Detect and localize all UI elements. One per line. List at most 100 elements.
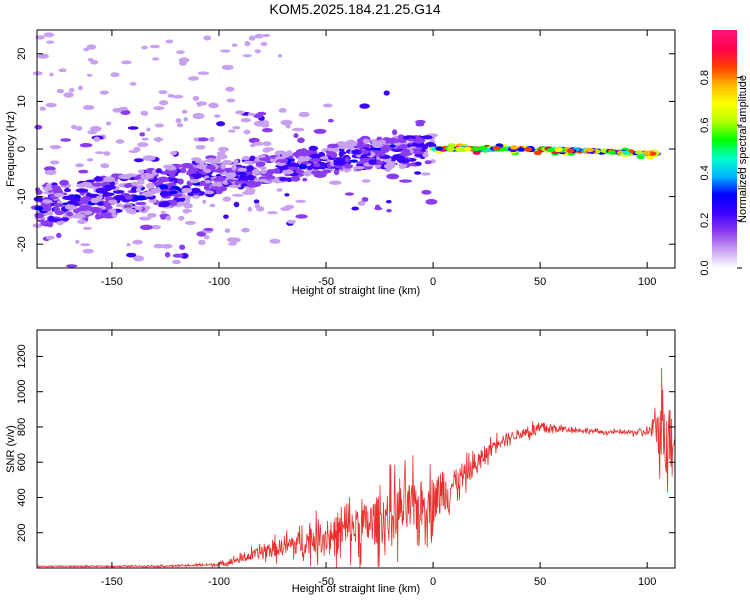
- spectrogram-cell: [66, 211, 74, 217]
- spectrogram-cell: [113, 194, 126, 201]
- spectrogram-cell: [165, 39, 174, 44]
- spectrogram-cell: [185, 220, 196, 225]
- spectrogram-cell: [215, 188, 223, 195]
- spectrogram-cell: [235, 110, 245, 115]
- spectrogram-cell: [208, 102, 219, 109]
- spectrogram-cell: [344, 157, 350, 163]
- spectrogram-cell: [351, 149, 363, 155]
- spectrogram-cell: [178, 215, 185, 221]
- spectrogram-cell: [396, 144, 409, 149]
- spectrogram-cell: [447, 143, 456, 148]
- spectrogram-cell: [198, 239, 206, 246]
- spectrogram-cell: [42, 199, 53, 204]
- snr-ticks: -150 -100 -50 0 50 100 200 400 600 800 1000 1200: [16, 330, 675, 588]
- spectrogram-cell: [136, 179, 145, 185]
- spectrogram-cell: [253, 199, 260, 204]
- spectrogram-cell: [56, 88, 64, 94]
- spectrogram-cell: [61, 217, 70, 222]
- spectrogram-cell: [255, 161, 266, 167]
- spectrogram-cell: [56, 221, 64, 226]
- spectrogram-cell: [211, 158, 221, 164]
- spectrogram-cell: [42, 186, 53, 191]
- spectrogram-cell: [74, 213, 86, 219]
- spectrogram-cell: [204, 227, 214, 232]
- spectrogram-cell: [392, 129, 398, 136]
- spectrogram-cell: [313, 162, 321, 168]
- spectrogram-cell: [53, 203, 64, 208]
- spectrogram-cell: [362, 138, 370, 144]
- spectrogram-cell: [220, 163, 226, 170]
- spectrogram-cell: [49, 72, 54, 77]
- colorbar-gradient: [712, 30, 737, 268]
- spectrogram-cell: [146, 127, 151, 132]
- spectrogram-cell: [172, 259, 181, 265]
- spectrogram-y-tick-label: -20: [16, 236, 28, 252]
- spectrogram-cell: [228, 242, 237, 246]
- spectrogram-cell: [253, 113, 263, 119]
- spectrogram-cell: [231, 164, 237, 171]
- spectrogram-cell: [44, 169, 57, 176]
- spectrogram-cell: [135, 187, 142, 193]
- spectrogram-cell: [238, 176, 251, 181]
- spectrogram-cell: [291, 127, 305, 132]
- spectrogram-cell: [63, 188, 72, 193]
- spectrogram-cell: [32, 71, 43, 76]
- spectrogram-cell: [554, 147, 563, 153]
- spectrogram-cell: [284, 193, 290, 197]
- spectrogram-cell: [134, 206, 143, 211]
- spectrogram-cell: [622, 150, 631, 155]
- snr-x-tick-label: 0: [430, 576, 436, 588]
- spectrogram-cell: [272, 168, 281, 174]
- spectrogram-cell: [86, 158, 94, 162]
- spectrogram-x-tick-label: -50: [318, 276, 334, 288]
- spectrogram-cell: [58, 68, 67, 73]
- spectrogram-cell: [158, 90, 168, 95]
- spectrogram-cell: [267, 170, 274, 176]
- spectrogram-cell: [77, 219, 87, 225]
- spectrogram-x-tick-label: 100: [638, 276, 656, 288]
- spectrogram-cell: [234, 180, 240, 186]
- spectrogram-cell: [68, 88, 75, 93]
- spectrogram-cell: [53, 192, 64, 198]
- spectrogram-cell: [311, 170, 322, 175]
- spectrogram-cell: [421, 135, 433, 140]
- spectrogram-cell: [112, 213, 117, 218]
- spectrogram-cell: [376, 139, 387, 145]
- spectrogram-cell: [260, 169, 267, 175]
- spectrogram-cell: [172, 253, 184, 258]
- snr-x-tick-label: -150: [101, 576, 123, 588]
- spectrogram-cell: [88, 206, 101, 213]
- spectrogram-cell: [295, 199, 306, 203]
- spectrogram-cell: [286, 219, 296, 224]
- spectrogram-cell: [252, 168, 260, 175]
- colorbar: 0.0 0.2 0.4 0.6 0.8 Normalized spectral ampl…: [699, 30, 749, 276]
- spectrogram-cell: [247, 112, 256, 116]
- spectrogram-cell: [82, 226, 92, 230]
- spectrogram-cell: [105, 121, 112, 126]
- spectrogram-frame: [36, 29, 676, 269]
- spectrogram-cell: [386, 208, 392, 213]
- spectrogram-cell: [144, 176, 150, 180]
- spectrogram-cell: [43, 32, 55, 38]
- spectrogram-cell: [344, 192, 354, 196]
- spectrogram-cell: [369, 147, 382, 151]
- spectrogram-cell: [192, 112, 205, 120]
- spectrogram-cell: [401, 148, 411, 154]
- spectrogram-cell: [233, 159, 239, 164]
- spectrogram-cell: [166, 176, 177, 182]
- spectrogram-cell: [94, 176, 103, 182]
- spectrogram-cell: [446, 146, 455, 151]
- spectrogram-cell: [224, 228, 231, 233]
- spectrogram-cell: [244, 167, 255, 172]
- spectrogram-cell: [351, 206, 360, 211]
- spectrogram-cell: [73, 202, 81, 206]
- spectrogram-cell: [260, 41, 268, 47]
- spectrogram-cell: [181, 187, 193, 194]
- spectrogram-cell: [225, 86, 235, 92]
- spectrogram-cell: [203, 35, 212, 41]
- spectrogram-cell: [34, 212, 45, 219]
- spectrogram-cell: [231, 193, 244, 197]
- spectrogram-cell: [132, 239, 144, 245]
- spectrogram-cell: [48, 215, 55, 222]
